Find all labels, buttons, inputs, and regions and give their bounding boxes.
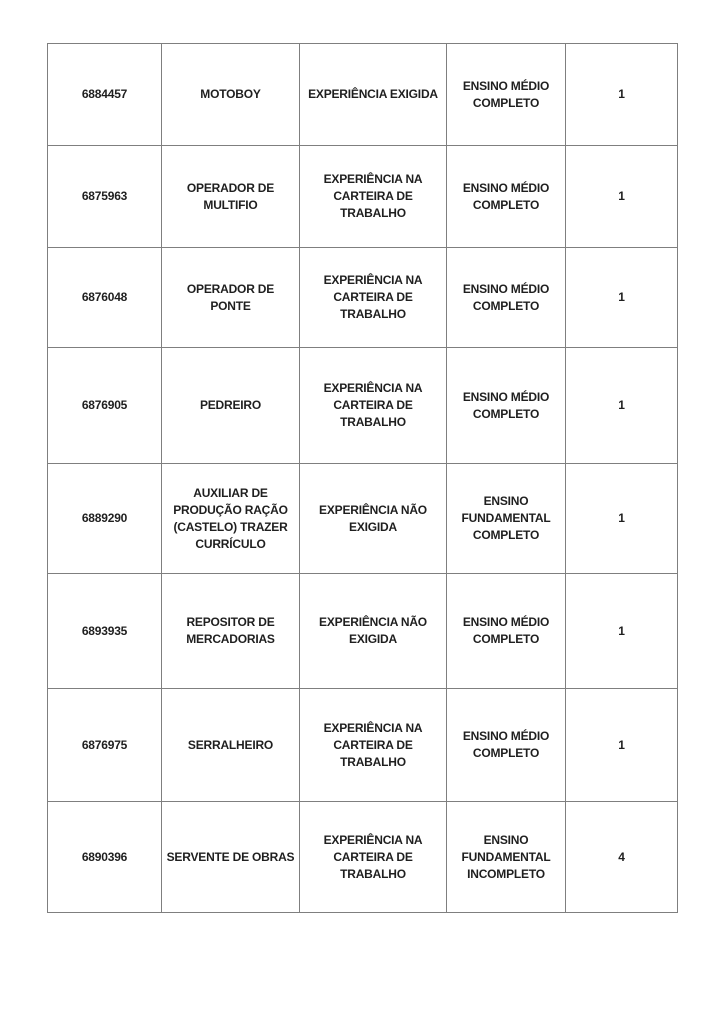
cell-occupation: AUXILIAR DE PRODUÇÃO RAÇÃO (CASTELO) TRA… — [161, 463, 300, 574]
cell-vacancy-id: 6890396 — [47, 801, 162, 913]
cell-education: ENSINO FUNDAMENTAL INCOMPLETO — [446, 801, 566, 913]
cell-occupation: MOTOBOY — [161, 43, 300, 146]
cell-education: ENSINO MÉDIO COMPLETO — [446, 247, 566, 348]
cell-vacancy-id: 6893935 — [47, 573, 162, 689]
table-row: 6875963 OPERADOR DE MULTIFIO EXPERIÊNCIA… — [47, 145, 678, 248]
cell-vacancy-id: 6875963 — [47, 145, 162, 248]
cell-occupation: PEDREIRO — [161, 347, 300, 464]
table-row: 6889290 AUXILIAR DE PRODUÇÃO RAÇÃO (CAST… — [47, 463, 678, 574]
cell-occupation: REPOSITOR DE MERCADORIAS — [161, 573, 300, 689]
cell-education: ENSINO MÉDIO COMPLETO — [446, 688, 566, 802]
cell-education: ENSINO MÉDIO COMPLETO — [446, 347, 566, 464]
cell-vacancy-count: 1 — [565, 145, 678, 248]
cell-education: ENSINO FUNDAMENTAL COMPLETO — [446, 463, 566, 574]
cell-education: ENSINO MÉDIO COMPLETO — [446, 145, 566, 248]
cell-vacancy-count: 1 — [565, 688, 678, 802]
cell-experience: EXPERIÊNCIA NA CARTEIRA DE TRABALHO — [299, 145, 447, 248]
cell-experience: EXPERIÊNCIA NA CARTEIRA DE TRABALHO — [299, 247, 447, 348]
table-row: 6876975 SERRALHEIRO EXPERIÊNCIA NA CARTE… — [47, 688, 678, 802]
vacancy-table: 6884457 MOTOBOY EXPERIÊNCIA EXIGIDA ENSI… — [47, 43, 678, 913]
vacancy-table-body: 6884457 MOTOBOY EXPERIÊNCIA EXIGIDA ENSI… — [47, 43, 678, 913]
cell-vacancy-count: 1 — [565, 463, 678, 574]
cell-occupation: SERRALHEIRO — [161, 688, 300, 802]
cell-vacancy-count: 1 — [565, 247, 678, 348]
cell-vacancy-count: 4 — [565, 801, 678, 913]
cell-vacancy-id: 6876048 — [47, 247, 162, 348]
cell-vacancy-id: 6889290 — [47, 463, 162, 574]
cell-experience: EXPERIÊNCIA NA CARTEIRA DE TRABALHO — [299, 688, 447, 802]
cell-occupation: OPERADOR DE MULTIFIO — [161, 145, 300, 248]
cell-vacancy-count: 1 — [565, 43, 678, 146]
cell-experience: EXPERIÊNCIA NA CARTEIRA DE TRABALHO — [299, 801, 447, 913]
table-row: 6876905 PEDREIRO EXPERIÊNCIA NA CARTEIRA… — [47, 347, 678, 464]
cell-vacancy-id: 6884457 — [47, 43, 162, 146]
cell-education: ENSINO MÉDIO COMPLETO — [446, 43, 566, 146]
cell-experience: EXPERIÊNCIA NÃO EXIGIDA — [299, 573, 447, 689]
cell-vacancy-count: 1 — [565, 573, 678, 689]
cell-experience: EXPERIÊNCIA NA CARTEIRA DE TRABALHO — [299, 347, 447, 464]
cell-education: ENSINO MÉDIO COMPLETO — [446, 573, 566, 689]
cell-experience: EXPERIÊNCIA EXIGIDA — [299, 43, 447, 146]
table-row: 6884457 MOTOBOY EXPERIÊNCIA EXIGIDA ENSI… — [47, 43, 678, 146]
table-row: 6890396 SERVENTE DE OBRAS EXPERIÊNCIA NA… — [47, 801, 678, 913]
table-row: 6876048 OPERADOR DE PONTE EXPERIÊNCIA NA… — [47, 247, 678, 348]
cell-vacancy-count: 1 — [565, 347, 678, 464]
cell-experience: EXPERIÊNCIA NÃO EXIGIDA — [299, 463, 447, 574]
cell-occupation: OPERADOR DE PONTE — [161, 247, 300, 348]
table-row: 6893935 REPOSITOR DE MERCADORIAS EXPERIÊ… — [47, 573, 678, 689]
cell-vacancy-id: 6876975 — [47, 688, 162, 802]
cell-occupation: SERVENTE DE OBRAS — [161, 801, 300, 913]
cell-vacancy-id: 6876905 — [47, 347, 162, 464]
